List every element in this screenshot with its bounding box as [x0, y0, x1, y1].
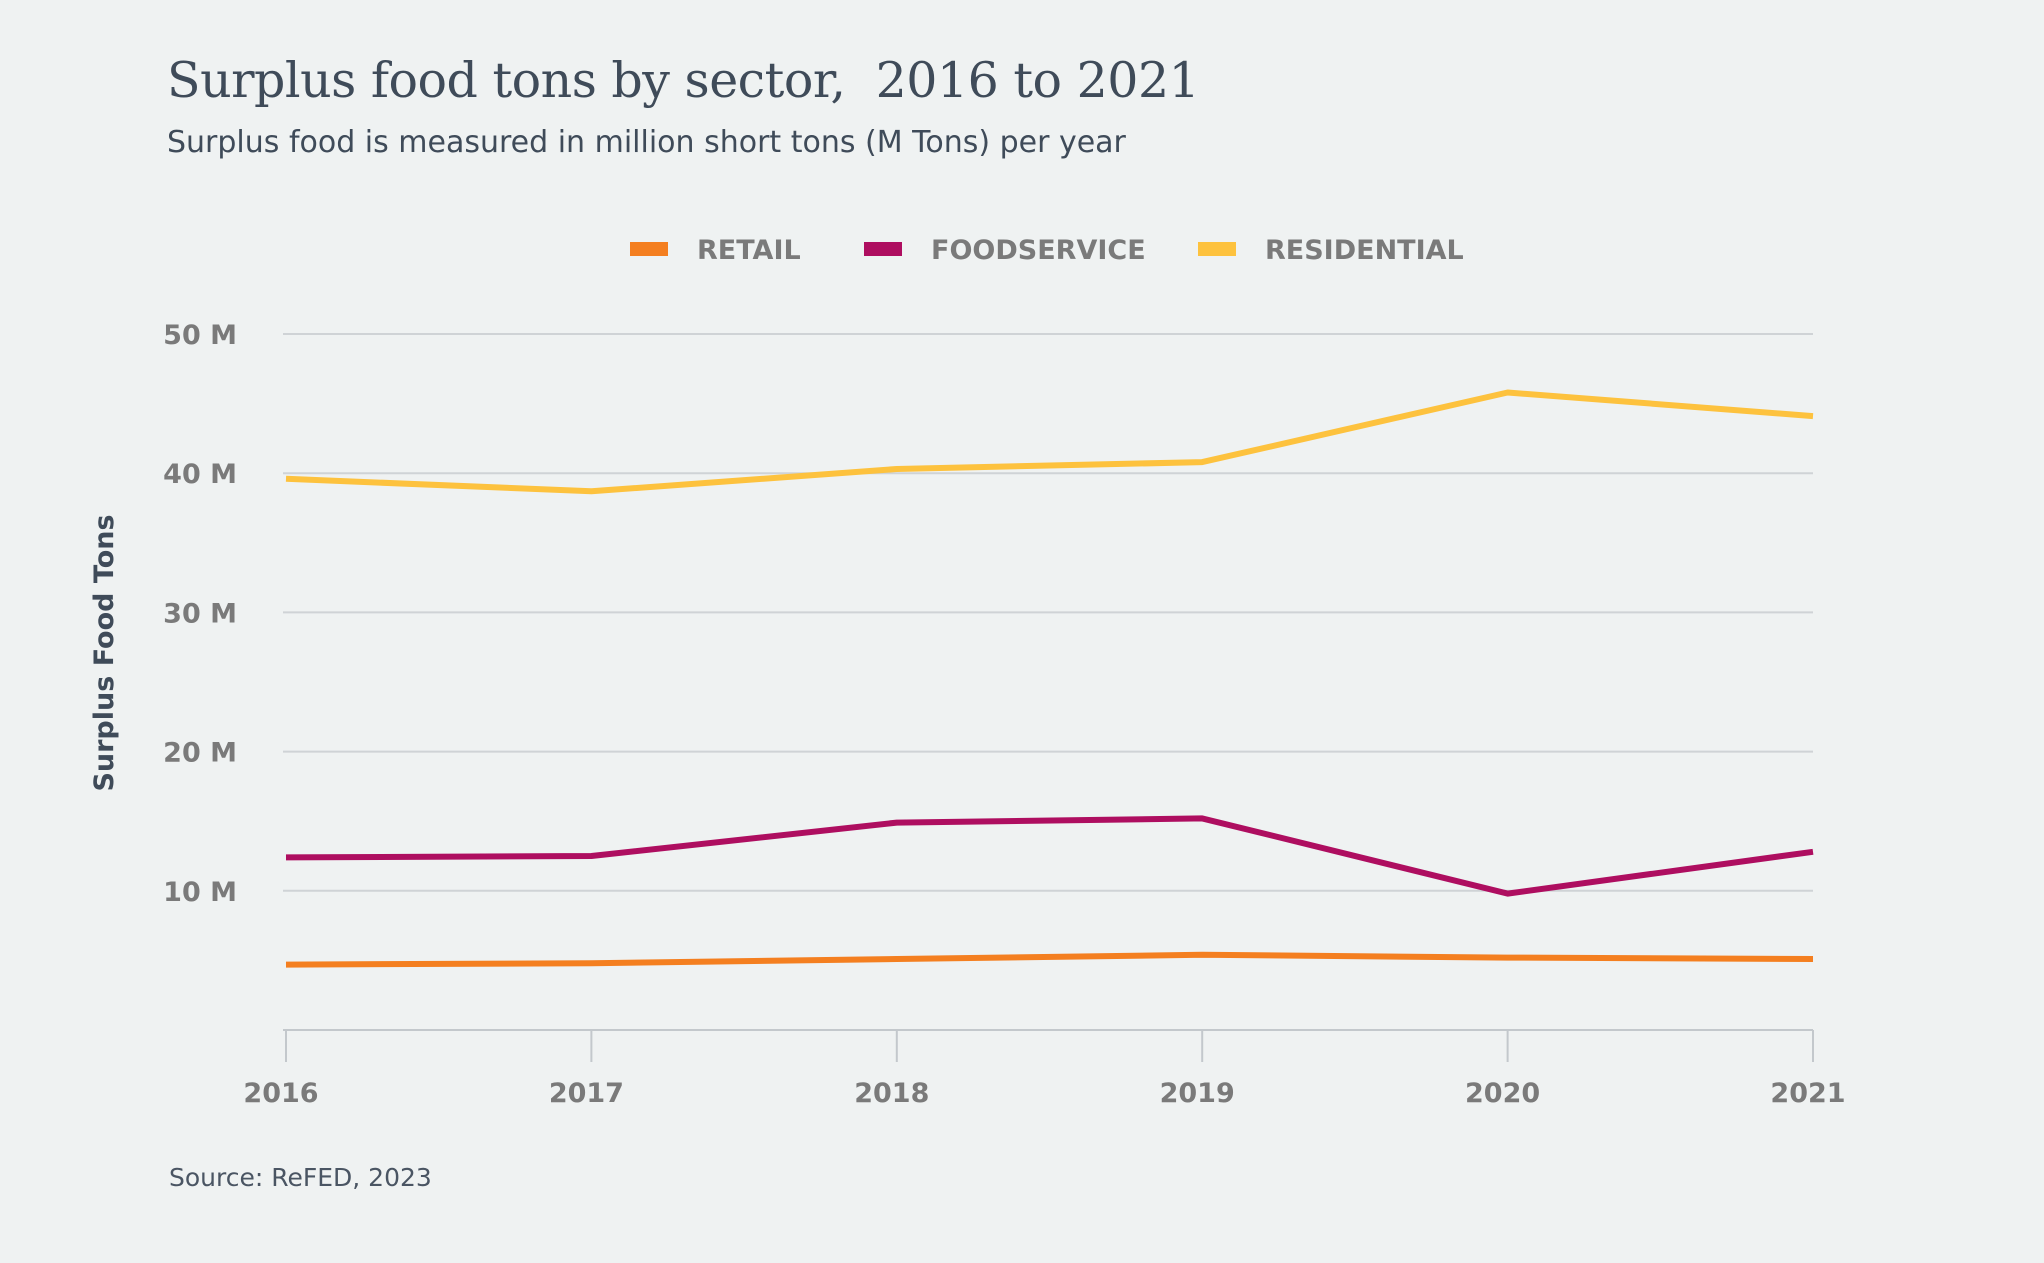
x-tick-label: 2020 — [1465, 1078, 1540, 1109]
series-lines — [285, 389, 1814, 968]
legend-swatch — [630, 242, 668, 256]
legend-item-retail: RETAIL — [630, 235, 801, 266]
series-line-residential — [285, 389, 1814, 495]
chart-subtitle: Surplus food is measured in million shor… — [167, 125, 1126, 160]
gridlines — [283, 333, 1813, 892]
x-tick-label: 2018 — [854, 1078, 929, 1109]
legend-label: RETAIL — [697, 235, 801, 266]
chart-title: Surplus food tons by sector, 2016 to 202… — [167, 52, 1200, 109]
y-tick-label: 50 M — [163, 320, 237, 351]
legend: RETAIL FOODSERVICE RESIDENTIAL — [630, 235, 1464, 266]
x-tick-label: 2016 — [243, 1078, 318, 1109]
legend-swatch — [1198, 242, 1236, 256]
series-line-retail — [285, 951, 1814, 968]
x-tick-label: 2021 — [1770, 1078, 1845, 1109]
y-tick-label: 10 M — [163, 877, 237, 908]
legend-label: RESIDENTIAL — [1265, 235, 1464, 266]
legend-swatch — [864, 242, 902, 256]
series-line-foodservice — [285, 815, 1814, 897]
x-tick-label: 2019 — [1160, 1078, 1235, 1109]
legend-item-foodservice: FOODSERVICE — [864, 235, 1146, 266]
y-tick-label: 40 M — [163, 459, 237, 490]
x-tick-label: 2017 — [549, 1078, 624, 1109]
axes: 10 M 20 M 30 M 40 M 50 M 2016 2017 2018 2019 2020… — [163, 320, 1845, 1109]
y-tick-label: 20 M — [163, 738, 237, 769]
y-tick-label: 30 M — [163, 598, 237, 629]
legend-item-residential: RESIDENTIAL — [1198, 235, 1464, 266]
y-axis-label: Surplus Food Tons — [89, 514, 120, 791]
legend-label: FOODSERVICE — [931, 235, 1146, 266]
source-note: Source: ReFED, 2023 — [169, 1163, 432, 1192]
